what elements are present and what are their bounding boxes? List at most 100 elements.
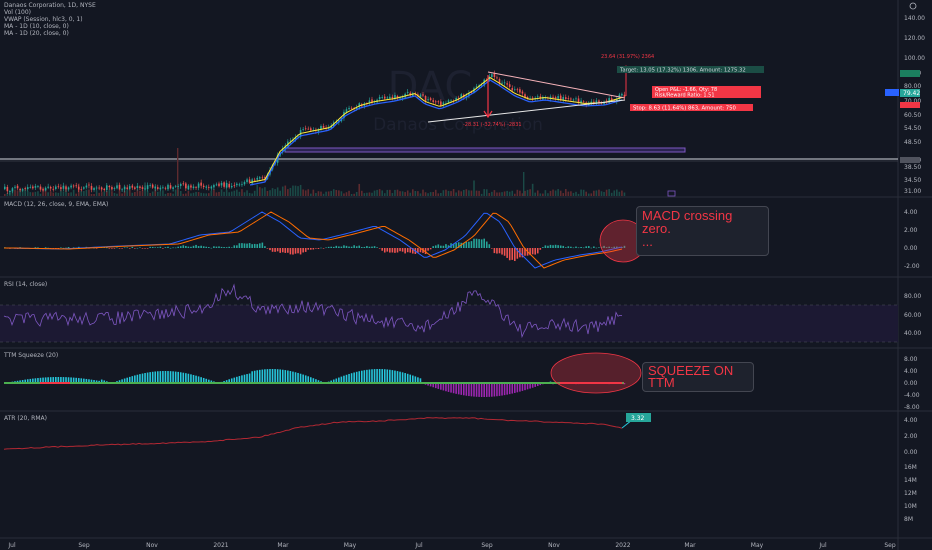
volume-bar — [95, 190, 98, 196]
volume-bar — [75, 193, 77, 196]
volume-bar — [338, 190, 340, 196]
squeeze-histogram-bar — [167, 371, 169, 383]
squeeze-histogram-bar — [121, 379, 123, 383]
rsi-title: RSI (14, close) — [4, 281, 48, 288]
squeeze-histogram-bar — [404, 373, 406, 383]
squeeze-histogram-bar — [208, 379, 210, 383]
macd-histogram-bar — [473, 238, 475, 248]
volume-bar — [343, 193, 345, 196]
macd-histogram-bar — [241, 243, 243, 248]
volume-bar — [208, 193, 210, 196]
volume-bar — [409, 192, 412, 196]
volume-bar — [516, 189, 519, 196]
price-candle — [238, 184, 241, 186]
volume-bar — [172, 193, 174, 196]
volume-bar — [162, 190, 164, 196]
macd-histogram-bar — [496, 248, 498, 254]
macd-histogram-bar — [287, 248, 289, 253]
volume-bar — [174, 189, 177, 196]
price-candle — [427, 99, 429, 101]
price-candle — [368, 100, 371, 104]
squeeze-histogram-bar — [185, 373, 187, 383]
price-candle — [552, 96, 554, 98]
macd-histogram-bar — [322, 248, 325, 249]
macd-histogram-bar — [470, 241, 473, 248]
volume-bar — [567, 191, 570, 196]
squeeze-histogram-bar — [151, 371, 154, 383]
macd-histogram-bar — [271, 248, 274, 252]
macd-histogram-bar — [19, 247, 21, 248]
squeeze-histogram-bar — [274, 369, 276, 383]
price-candle — [139, 186, 141, 188]
macd-histogram-bar — [276, 248, 279, 252]
macd-histogram-bar — [310, 248, 312, 250]
macd-histogram-bar — [164, 247, 167, 248]
volume-bar — [445, 189, 447, 196]
macd-histogram-bar — [343, 245, 345, 248]
squeeze-histogram-bar — [103, 380, 106, 383]
price-candle — [345, 109, 348, 113]
volume-bar — [414, 190, 417, 196]
squeeze-histogram-bar — [373, 369, 376, 383]
macd-histogram-bar — [442, 245, 445, 248]
volume-bar — [151, 191, 154, 196]
macd-histogram-bar — [47, 247, 49, 249]
macd-histogram-bar — [284, 248, 287, 253]
squeeze-histogram-bar — [190, 374, 192, 383]
macd-histogram-bar — [281, 248, 284, 253]
price-candle — [531, 97, 534, 99]
volume-bar — [536, 190, 539, 196]
macd-histogram-bar — [585, 246, 587, 248]
volume-bar — [34, 191, 37, 196]
volume-bar — [335, 189, 338, 196]
price-candle — [159, 187, 162, 190]
price-candle — [241, 184, 243, 186]
squeeze-histogram-bar — [228, 379, 230, 383]
macd-histogram-bar — [123, 247, 126, 249]
price-tick: 60.50 — [904, 112, 921, 119]
volume-bar — [621, 190, 623, 196]
macd-histogram-bar — [289, 248, 292, 255]
price-candle — [75, 185, 77, 187]
squeeze-histogram-bar — [233, 377, 236, 383]
open-pnl-box — [652, 86, 761, 98]
volume-bar — [460, 191, 463, 196]
squeeze-histogram-bar — [358, 371, 361, 383]
squeeze-histogram-bar — [414, 376, 417, 383]
macd-histogram-bar — [37, 247, 39, 249]
macd-histogram-bar — [531, 248, 534, 255]
volume-bar — [159, 191, 162, 196]
squeeze-tick: 0.00 — [904, 380, 918, 387]
volume-bar — [134, 192, 136, 196]
macd-histogram-bar — [228, 246, 230, 248]
macd-histogram-bar — [279, 248, 281, 253]
time-tick: Mar — [684, 542, 696, 549]
price-candle — [113, 188, 116, 189]
volume-bar — [106, 190, 108, 196]
price-candle — [90, 186, 93, 190]
macd-histogram-bar — [452, 243, 455, 248]
macd-histogram-bar — [299, 248, 302, 255]
price-candle — [34, 186, 37, 188]
legend-vol: Vol (100) — [4, 9, 32, 16]
macd-histogram-bar — [603, 245, 605, 248]
volume-bar — [26, 191, 29, 196]
volume-bar — [37, 191, 39, 196]
price-candle — [88, 184, 90, 186]
triangle-lower-trendline — [427, 99, 626, 123]
volume-bar — [21, 189, 24, 196]
time-tick: 2022 — [615, 542, 630, 549]
squeeze-histogram-bar — [37, 378, 39, 383]
macd-histogram-bar — [253, 243, 256, 248]
macd-histogram-bar — [378, 248, 381, 249]
price-tick: 38.50 — [904, 164, 921, 171]
price-candle — [210, 186, 213, 189]
macd-histogram-bar — [225, 247, 228, 248]
volume-bar — [521, 193, 524, 196]
current-price-marker — [900, 89, 920, 97]
squeeze-histogram-bar — [371, 369, 373, 383]
squeeze-histogram-bar — [256, 370, 259, 383]
price-candle — [595, 100, 598, 104]
volume-bar — [276, 187, 279, 196]
